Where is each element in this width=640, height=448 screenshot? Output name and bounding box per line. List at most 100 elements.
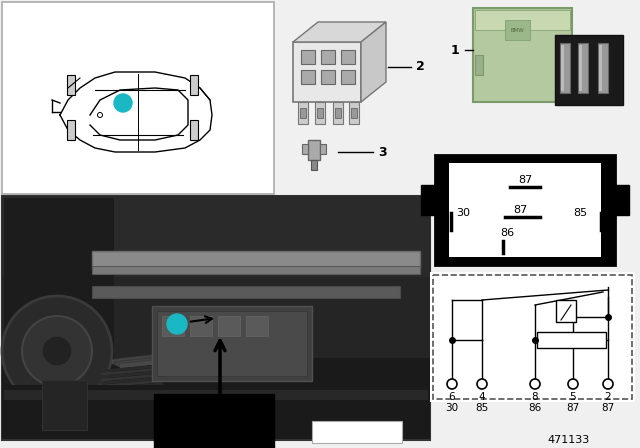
Text: 87: 87: [513, 205, 527, 215]
Bar: [349, 102, 359, 124]
Bar: [92, 286, 400, 298]
Bar: [421, 185, 437, 215]
Bar: [556, 300, 576, 322]
Bar: [351, 108, 357, 118]
Bar: [2, 196, 430, 440]
Text: 4: 4: [479, 392, 485, 402]
Bar: [302, 144, 308, 154]
Bar: [321, 70, 335, 84]
Bar: [561, 45, 564, 91]
Bar: [433, 275, 632, 399]
Text: 85: 85: [573, 208, 587, 218]
Bar: [218, 316, 240, 336]
Bar: [4, 390, 428, 400]
Polygon shape: [293, 22, 386, 42]
Polygon shape: [361, 22, 386, 102]
Circle shape: [447, 379, 457, 389]
Text: K6324: K6324: [189, 407, 239, 421]
Text: 87: 87: [602, 403, 614, 413]
Text: 5: 5: [570, 392, 576, 402]
Text: 1: 1: [173, 319, 181, 329]
Text: BMW: BMW: [510, 27, 524, 33]
Bar: [67, 120, 75, 140]
Bar: [154, 394, 274, 448]
Bar: [190, 120, 198, 140]
Bar: [162, 316, 184, 336]
Bar: [2, 277, 430, 358]
Text: 1: 1: [451, 43, 460, 56]
Circle shape: [42, 336, 72, 366]
Text: 1: 1: [119, 98, 127, 108]
Bar: [578, 43, 588, 93]
Bar: [579, 45, 582, 91]
Circle shape: [22, 316, 92, 386]
Bar: [341, 70, 355, 84]
Circle shape: [568, 379, 578, 389]
Bar: [312, 421, 402, 443]
Bar: [4, 385, 428, 438]
Text: 3: 3: [378, 146, 387, 159]
Bar: [315, 102, 325, 124]
Text: 2: 2: [605, 392, 611, 402]
Bar: [435, 155, 615, 265]
Text: 30: 30: [456, 208, 470, 218]
Circle shape: [530, 379, 540, 389]
Bar: [505, 20, 530, 40]
Bar: [555, 35, 623, 105]
Bar: [341, 50, 355, 64]
Bar: [333, 102, 343, 124]
Text: 87: 87: [566, 403, 580, 413]
Bar: [92, 266, 420, 274]
Text: 471133: 471133: [548, 435, 590, 445]
Circle shape: [114, 94, 132, 112]
Circle shape: [603, 379, 613, 389]
Bar: [320, 144, 326, 154]
Bar: [335, 108, 341, 118]
Bar: [301, 70, 315, 84]
Circle shape: [477, 379, 487, 389]
Bar: [613, 185, 629, 215]
Bar: [537, 332, 606, 348]
Bar: [190, 75, 198, 95]
Bar: [190, 316, 212, 336]
Bar: [308, 140, 320, 160]
Text: 87: 87: [518, 175, 532, 185]
Bar: [42, 380, 87, 430]
Bar: [293, 42, 361, 102]
Bar: [430, 272, 635, 402]
Circle shape: [167, 314, 187, 334]
Bar: [317, 108, 323, 118]
Text: 86: 86: [529, 403, 541, 413]
Bar: [598, 43, 608, 93]
Bar: [560, 43, 570, 93]
Bar: [300, 108, 306, 118]
Bar: [475, 55, 483, 75]
Bar: [67, 75, 75, 95]
Text: 86: 86: [500, 228, 514, 238]
Bar: [311, 160, 317, 170]
Bar: [449, 163, 601, 257]
Circle shape: [2, 296, 112, 406]
Text: 2: 2: [416, 60, 425, 73]
Bar: [321, 50, 335, 64]
Bar: [298, 102, 308, 124]
Bar: [599, 45, 602, 91]
Text: 85: 85: [476, 403, 488, 413]
FancyBboxPatch shape: [473, 8, 572, 102]
Bar: [246, 316, 268, 336]
Text: 30: 30: [445, 403, 459, 413]
Bar: [301, 50, 315, 64]
Circle shape: [97, 112, 102, 117]
Bar: [152, 306, 312, 381]
Bar: [2, 2, 274, 194]
Bar: [4, 198, 114, 438]
Bar: [157, 311, 307, 376]
Bar: [92, 251, 420, 269]
Text: 6: 6: [449, 392, 455, 402]
Bar: [2, 358, 430, 439]
Text: 110001: 110001: [336, 427, 378, 437]
Text: X6324: X6324: [189, 426, 239, 440]
FancyBboxPatch shape: [475, 10, 570, 30]
Text: 8: 8: [532, 392, 538, 402]
Bar: [2, 196, 430, 277]
